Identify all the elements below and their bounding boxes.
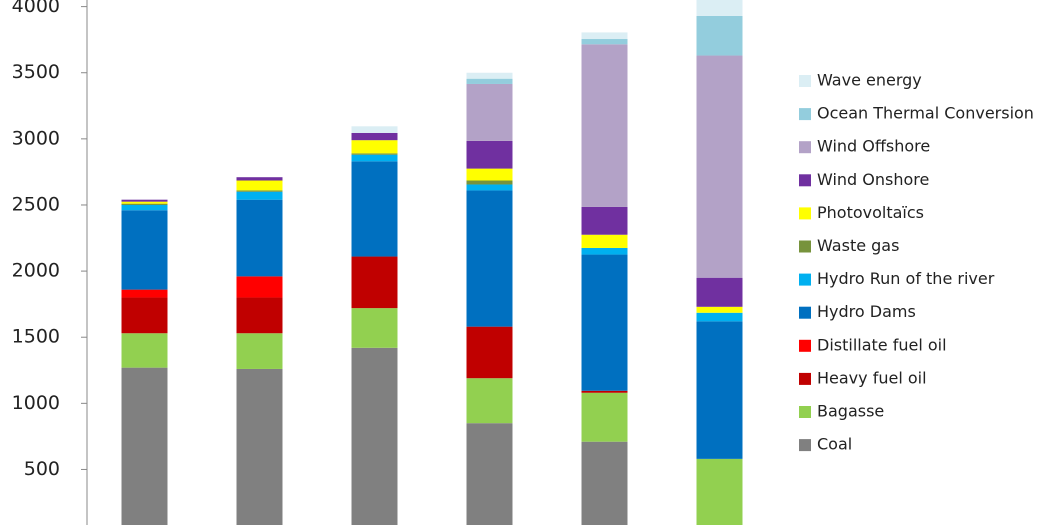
y-tick-label: 3000 (12, 127, 60, 149)
y-tick-label: 500 (24, 458, 60, 480)
bar-segment (236, 276, 283, 298)
bar-segment (581, 206, 628, 235)
legend-label: Distillate fuel oil (817, 335, 947, 354)
bar-segment (696, 277, 743, 307)
bar-segment (466, 180, 513, 185)
bar-segment (236, 190, 283, 192)
legend-label: Wind Offshore (817, 137, 930, 156)
legend-label: Bagasse (817, 402, 884, 421)
legend-label: Heavy fuel oil (817, 368, 927, 387)
bar-segment (696, 458, 743, 525)
y-tick-label: 4000 (12, 0, 60, 17)
bar-segment (351, 153, 398, 155)
bar-segment (121, 333, 168, 368)
bar-segment (696, 312, 743, 322)
bar-segment (581, 254, 628, 391)
bar-segment (351, 256, 398, 309)
bar-segment (696, 0, 743, 16)
bar-segment (696, 55, 743, 278)
bar-segment (121, 201, 168, 204)
bar-segment (466, 140, 513, 169)
bar-segment (466, 184, 513, 191)
bar-segment (466, 72, 513, 79)
legend-label: Photovoltaïcs (817, 203, 924, 222)
bar-segment (581, 39, 628, 45)
legend-label: Wave energy (817, 71, 922, 90)
legend-swatch (799, 141, 811, 154)
bar-segment (121, 297, 168, 334)
y-tick-label: 3500 (12, 61, 60, 83)
bar-segment (466, 378, 513, 424)
legend-swatch (799, 439, 811, 452)
bar-segment (696, 321, 743, 459)
y-tick-label: 1500 (12, 326, 60, 348)
y-tick-label: 2500 (12, 193, 60, 215)
legend-swatch (799, 306, 811, 319)
bar-segment (696, 15, 743, 56)
bar-segment (466, 423, 513, 525)
bar-segment (236, 199, 283, 277)
plot-area (121, 0, 743, 525)
y-tick-label: 2000 (12, 260, 60, 282)
bar-segment (236, 333, 283, 369)
bar-segment (581, 390, 628, 393)
bar-segment (121, 367, 168, 525)
legend-label: Wind Onshore (817, 170, 929, 189)
bar-segment (581, 441, 628, 525)
legend-swatch (799, 339, 811, 352)
bar-segment (351, 140, 398, 154)
legend-label: Ocean Thermal Conversion (817, 104, 1034, 123)
legend-label: Waste gas (817, 236, 899, 255)
y-tick-label: 1000 (12, 392, 60, 414)
bar-segment (351, 126, 398, 133)
bar-segment (696, 306, 743, 313)
bar-segment (121, 210, 168, 290)
bar-segment (121, 199, 168, 202)
bar-segment (581, 247, 628, 255)
bar-segment (351, 132, 398, 141)
legend-swatch (799, 406, 811, 418)
bar-segment (466, 190, 513, 327)
legend-label: Hydro Run of the river (817, 269, 995, 288)
bar-segment (581, 392, 628, 442)
bar-segment (351, 347, 398, 525)
bar-segment (236, 177, 283, 181)
bar-segment (351, 161, 398, 257)
bar-segment (466, 326, 513, 379)
bar-segment (581, 32, 628, 40)
legend-label: Hydro Dams (817, 302, 916, 321)
legend-swatch (799, 207, 811, 220)
legend-label: Coal (817, 435, 852, 454)
bar-segment (466, 78, 513, 84)
legend-swatch (799, 174, 811, 187)
bar-segment (236, 297, 283, 334)
bar-segment (466, 83, 513, 141)
bar-segment (581, 44, 628, 207)
bar-segment (236, 191, 283, 200)
bar-segment (236, 368, 283, 525)
bar-segment (121, 204, 168, 211)
legend-swatch (799, 75, 811, 87)
bar-segment (351, 154, 398, 162)
bar-segment (581, 234, 628, 248)
bar-segment (351, 308, 398, 348)
bar-segment (121, 289, 168, 298)
bar-segment (121, 203, 168, 205)
bar-segment (466, 168, 513, 181)
bar-segment (236, 180, 283, 191)
legend-swatch (799, 240, 811, 253)
legend-swatch (799, 372, 811, 385)
legend-swatch (799, 108, 811, 121)
legend-swatch (799, 273, 811, 286)
